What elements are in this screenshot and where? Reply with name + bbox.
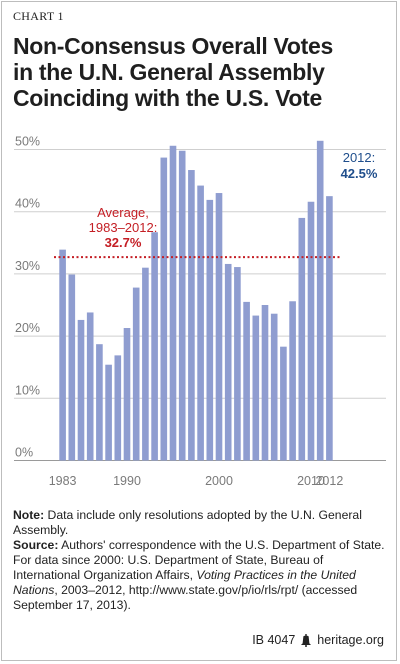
bar: [252, 315, 260, 461]
source-text-2: , 2003–2012, http://www.state.gov/p/io/r…: [13, 583, 358, 612]
y-tick-label: 0%: [15, 446, 33, 460]
bar: [160, 157, 168, 461]
chart-number-label: CHART 1: [13, 9, 64, 23]
bar: [178, 150, 186, 461]
average-label-line-1: Average,: [97, 205, 149, 220]
footer: IB 4047 heritage.org: [252, 633, 384, 647]
source-title-italic: Voting Practices in the United Nations: [13, 568, 356, 597]
x-tick-label: 2010: [297, 474, 325, 488]
bar: [114, 355, 122, 461]
x-tick-label: 1983: [49, 474, 77, 488]
bar: [151, 232, 158, 461]
bar: [123, 328, 131, 461]
bar: [270, 313, 278, 461]
average-label-line-2: 1983–2012:: [89, 220, 158, 235]
y-tick-label: 40%: [15, 197, 40, 211]
y-tick-label: 20%: [15, 321, 40, 335]
site-name: heritage.org: [317, 633, 384, 647]
bar: [289, 301, 296, 461]
x-tick-label: 2000: [205, 474, 233, 488]
bar: [326, 196, 333, 461]
bar: [215, 193, 223, 461]
note-text: Data include only resolutions adopted by…: [13, 508, 362, 537]
bar: [243, 301, 250, 461]
bar: [86, 312, 94, 461]
bar: [197, 185, 204, 461]
bar: [316, 140, 324, 461]
bar: [105, 364, 112, 461]
bar: [59, 249, 66, 461]
chart-notes: Note: Data include only resolutions adop…: [13, 508, 385, 613]
bar: [188, 170, 195, 461]
bar: [280, 346, 287, 461]
source-label: Source:: [13, 538, 59, 552]
note-label: Note:: [13, 508, 45, 522]
bar: [206, 199, 214, 461]
bar: [77, 319, 85, 461]
bar: [224, 263, 232, 461]
chart-title: Non-Consensus Overall Votes in the U.N. …: [13, 33, 383, 111]
chart-title-line-3: Coinciding with the U.S. Vote: [13, 85, 323, 111]
chart-title-line-1: Non-Consensus Overall Votes: [13, 33, 333, 59]
y-tick-label: 50%: [15, 135, 40, 149]
liberty-bell-icon: [301, 633, 312, 647]
note-paragraph: Note: Data include only resolutions adop…: [13, 508, 385, 538]
average-label-value: 32.7%: [105, 235, 142, 250]
bar: [132, 287, 140, 461]
bar: [307, 201, 315, 461]
x-tick-label: 2012: [315, 474, 343, 488]
last-value: 42.5%: [341, 166, 378, 181]
x-tick-label: 1990: [113, 474, 141, 488]
y-tick-label: 30%: [15, 259, 40, 273]
bar: [142, 267, 149, 461]
bar: [68, 274, 76, 461]
source-paragraph: Source: Authors' correspondence with the…: [13, 538, 385, 613]
chart-title-line-2: in the U.N. General Assembly: [13, 59, 325, 85]
bar: [234, 267, 241, 461]
bar: [169, 145, 177, 461]
bar: [96, 344, 103, 461]
source-text-1: Authors' correspondence with the U.S. De…: [13, 538, 385, 582]
bar: [261, 305, 269, 461]
y-tick-label: 10%: [15, 383, 40, 397]
bar: [298, 217, 306, 461]
last-value-label: 2012:: [343, 150, 376, 165]
report-id: IB 4047: [252, 633, 296, 647]
